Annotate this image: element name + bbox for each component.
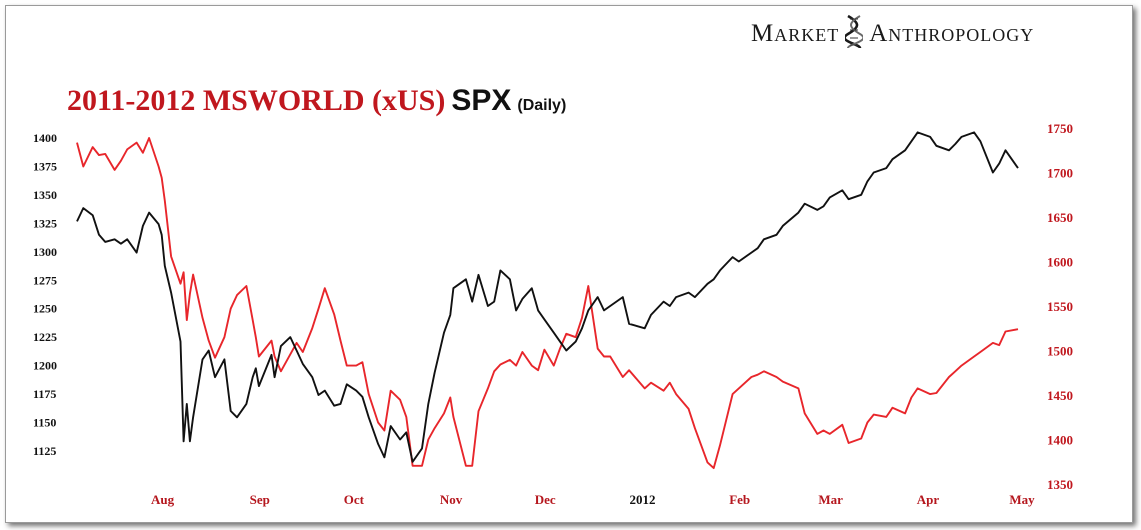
y-right-tick-label: 1450	[1047, 388, 1073, 403]
y-right-tick-label: 1750	[1047, 121, 1073, 136]
x-tick-label: Aug	[151, 492, 175, 507]
chart-frame	[5, 5, 1133, 523]
y-left-tick-label: 1225	[33, 330, 57, 344]
x-tick-label: Dec	[535, 492, 556, 507]
chart-title: 2011-2012 MSWORLD (xUS) SPX (Daily)	[67, 84, 566, 118]
y-left-tick-label: 1175	[33, 387, 56, 401]
brand-logo: Market Anthropology	[751, 14, 1034, 54]
x-tick-label: 2012	[629, 492, 655, 507]
y-left-tick-label: 1375	[33, 159, 57, 173]
y-right-tick-label: 1550	[1047, 299, 1073, 314]
x-tick-label: Apr	[917, 492, 940, 507]
title-daily: (Daily)	[517, 97, 567, 114]
brand-word-anthropology: Anthropology	[869, 20, 1035, 47]
x-tick-label: May	[1009, 492, 1035, 507]
y-right-tick-label: 1600	[1047, 255, 1073, 270]
y-left-tick-label: 1300	[33, 245, 57, 259]
y-right-tick-label: 1500	[1047, 344, 1073, 359]
title-msworld: 2011-2012 MSWORLD (xUS)	[67, 84, 446, 117]
y-left-tick-label: 1350	[33, 188, 57, 202]
x-tick-label: Oct	[344, 492, 365, 507]
x-tick-label: Feb	[729, 492, 750, 507]
y-left-tick-label: 1275	[33, 273, 57, 287]
brand-word-market: Market	[751, 20, 840, 47]
y-right-tick-label: 1700	[1047, 166, 1073, 181]
dna-helix-icon	[843, 14, 865, 55]
y-left-tick-label: 1250	[33, 302, 57, 316]
y-right-tick-label: 1650	[1047, 210, 1073, 225]
y-left-tick-label: 1150	[33, 416, 56, 430]
x-axis: Aug Sep Oct Nov Dec 2012 Feb Mar Apr May	[151, 492, 1035, 507]
y-left-tick-label: 1400	[33, 131, 57, 145]
y-left-tick-label: 1125	[33, 444, 56, 458]
x-tick-label: Nov	[440, 492, 463, 507]
y-left-tick-label: 1325	[33, 216, 57, 230]
y-right-tick-label: 1400	[1047, 433, 1073, 448]
series-msworld-line	[76, 137, 1019, 470]
series-spx-line	[76, 131, 1019, 463]
y-left-tick-label: 1200	[33, 359, 57, 373]
y-axis-right: 1350 1400 1450 1500 1550 1600 1650 1700 1750	[1047, 121, 1073, 492]
x-tick-label: Sep	[250, 492, 270, 507]
y-axis-left: 1125 1150 1175 1200 1225 1250 1275 1300 1325 1350…	[33, 131, 57, 458]
x-tick-label: Mar	[818, 492, 843, 507]
series-layer	[76, 131, 1019, 470]
y-right-tick-label: 1350	[1047, 477, 1073, 492]
title-spx: SPX	[451, 84, 512, 117]
